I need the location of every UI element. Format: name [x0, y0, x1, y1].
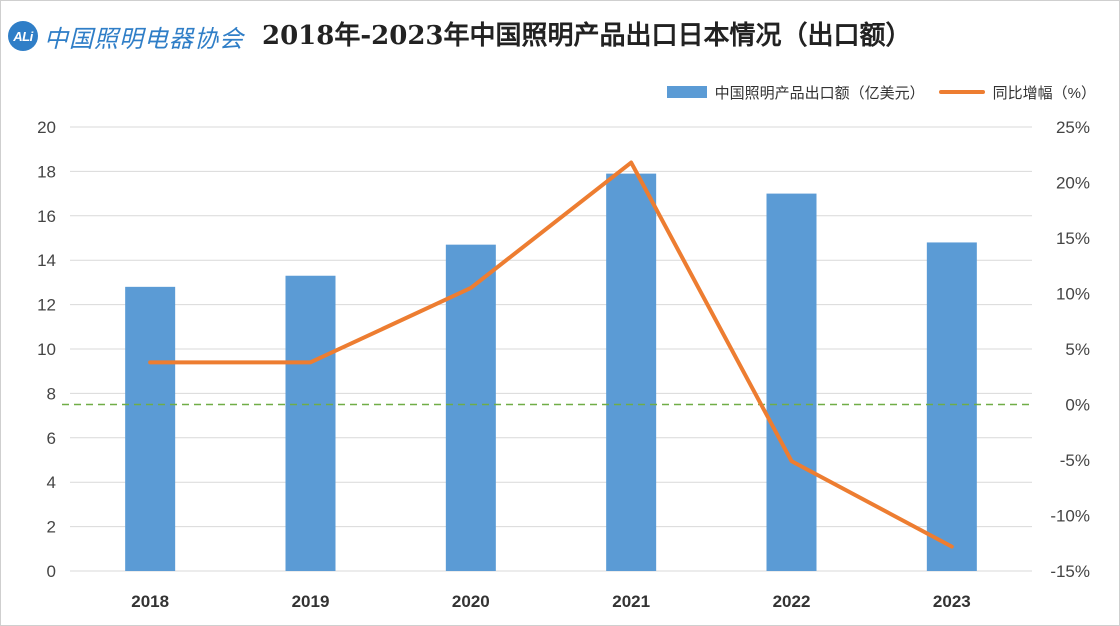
- y2-tick-label: -10%: [1050, 507, 1090, 526]
- x-tick-label: 2020: [452, 592, 490, 611]
- chart-legend: 中国照明产品出口额（亿美元） 同比增幅（%）: [653, 80, 1096, 104]
- legend-line-swatch: [938, 90, 985, 94]
- association-logo: ALi 中国照明电器协会: [8, 18, 244, 54]
- y-tick-label: 8: [47, 384, 56, 403]
- y-tick-label: 10: [37, 340, 56, 359]
- y2-tick-label: -15%: [1050, 562, 1090, 581]
- bar: [766, 193, 817, 571]
- y-tick-label: 14: [37, 251, 56, 270]
- y-tick-label: 4: [47, 473, 56, 492]
- y-tick-label: 12: [37, 296, 56, 315]
- x-tick-label: 2022: [773, 592, 811, 611]
- x-tick-label: 2019: [292, 592, 330, 611]
- logo-text: 中国照明电器协会: [44, 24, 244, 53]
- bar: [285, 275, 336, 571]
- chart-title: 2018年-2023年中国照明产品出口日本情况（出口额）: [262, 21, 912, 51]
- y-tick-label: 6: [47, 429, 56, 448]
- bar: [926, 242, 977, 571]
- y-tick-label: 16: [37, 207, 56, 226]
- bar: [125, 286, 176, 571]
- legend-item-growth: 同比增幅（%）: [938, 82, 1096, 103]
- x-tick-label: 2023: [933, 592, 971, 611]
- y-tick-label: 2: [47, 518, 56, 537]
- legend-label-export: 中国照明产品出口额（亿美元）: [714, 84, 925, 102]
- y2-tick-label: 5%: [1065, 340, 1090, 359]
- y2-tick-label: 20%: [1056, 174, 1090, 193]
- y2-tick-label: 0%: [1065, 396, 1090, 415]
- legend-bar-swatch: [666, 86, 707, 98]
- x-tick-label: 2018: [131, 592, 169, 611]
- y-tick-label: 0: [47, 562, 56, 581]
- y2-tick-label: -5%: [1060, 451, 1090, 470]
- legend-item-export: 中国照明产品出口额（亿美元）: [666, 82, 925, 103]
- y-tick-label: 18: [37, 162, 56, 181]
- logo-mark-icon: ALi: [8, 21, 38, 51]
- legend-label-growth: 同比增幅（%）: [992, 84, 1096, 102]
- y2-tick-label: 15%: [1056, 229, 1090, 248]
- bar: [606, 173, 657, 571]
- x-tick-label: 2021: [612, 592, 650, 611]
- y-tick-label: 20: [37, 118, 56, 137]
- bar: [445, 244, 496, 571]
- y2-tick-label: 25%: [1056, 118, 1090, 137]
- y2-tick-label: 10%: [1056, 285, 1090, 304]
- growth-line: [148, 160, 954, 549]
